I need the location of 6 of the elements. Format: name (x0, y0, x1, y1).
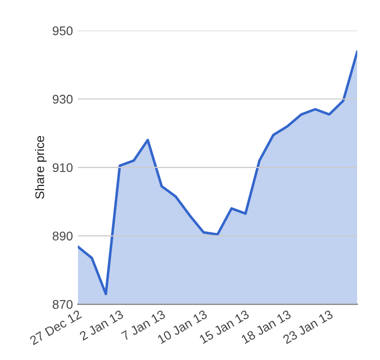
y-tick-label: 950 (52, 26, 73, 36)
y-tick-label: 870 (52, 300, 73, 309)
y-tick-label: 910 (52, 163, 73, 172)
y-tick-label: 930 (52, 94, 73, 104)
y-tick-label: 890 (52, 232, 73, 240)
y-axis-title: Share price (34, 136, 47, 199)
